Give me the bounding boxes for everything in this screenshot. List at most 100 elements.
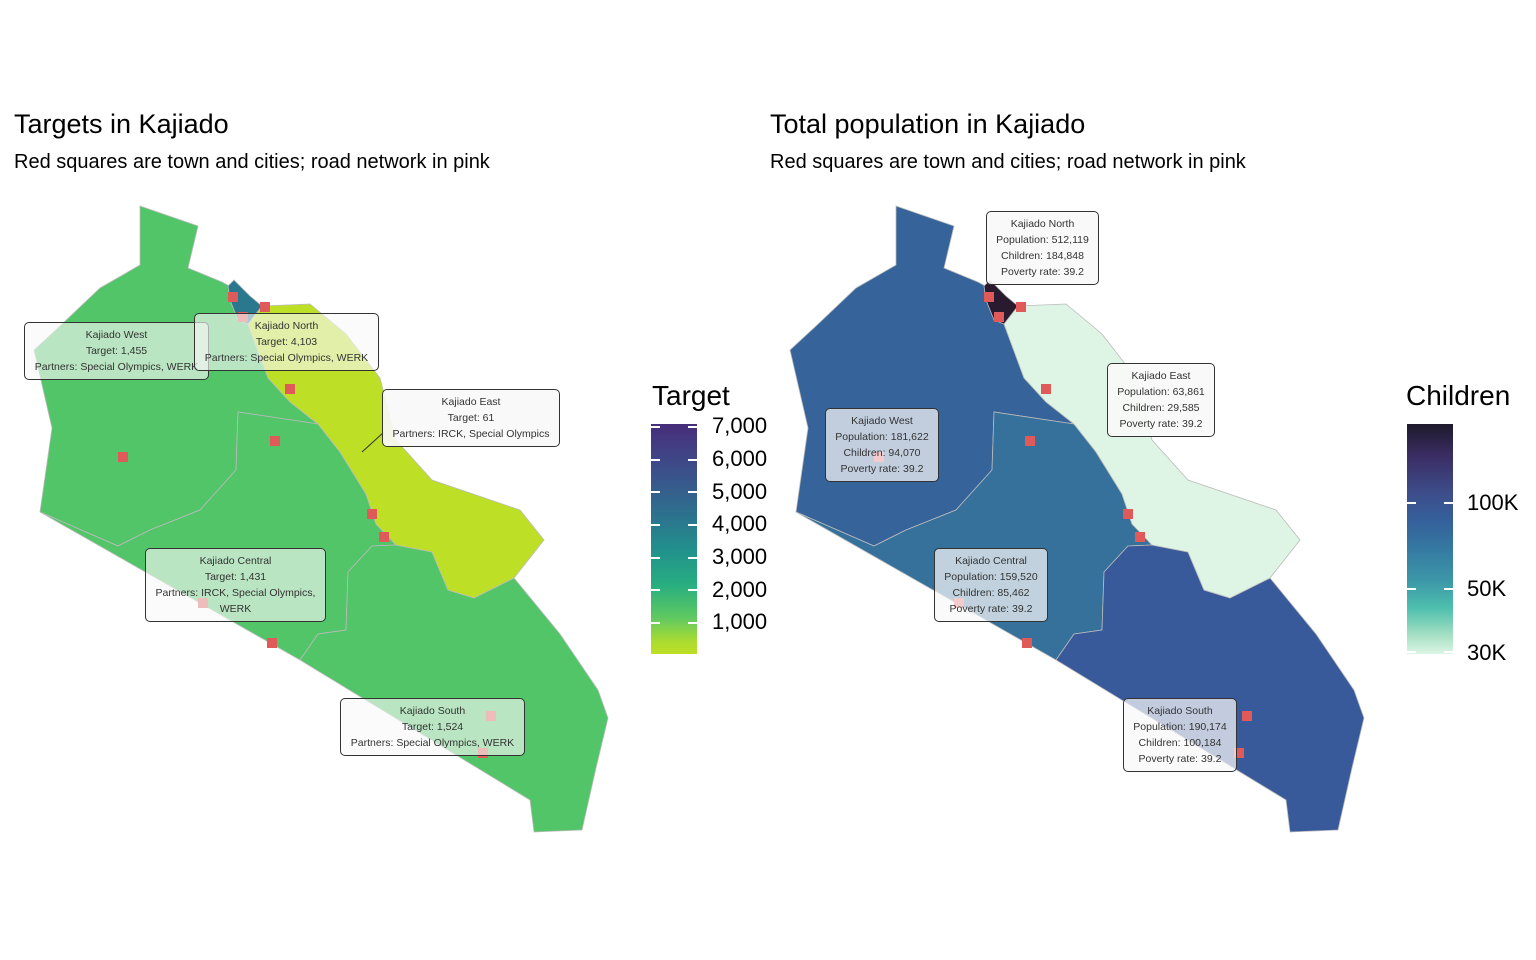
legend-label: 3,000 [712,544,768,569]
map-subtitle: Red squares are town and cities; road ne… [14,151,490,173]
poverty-value: Poverty rate: 39.2 [840,463,924,475]
legend-title: Children [1406,380,1511,411]
map-title: Total population in Kajiado [770,109,1086,139]
poverty-value: Poverty rate: 39.2 [949,603,1033,615]
population-value: Population: 63,861 [1117,386,1205,398]
town-marker[interactable] [1041,384,1051,394]
partners-value: Partners: Special Olympics, WERK [350,737,515,749]
legend-label: 50K [1467,576,1507,601]
poverty-value: Poverty rate: 39.2 [1001,266,1084,278]
region-name: Kajiado North [254,320,319,332]
legend-colorbar [651,424,697,654]
legend-tick [1407,502,1416,504]
town-marker[interactable] [228,292,238,302]
legend-tick [1444,651,1453,653]
legend-tick [651,622,660,624]
partners-value: Partners: Special Olympics, WERK [34,361,199,373]
population-map-panel: Total population in Kajiado Red squares … [768,0,1536,960]
legend-colorbar [1407,424,1453,654]
region-name: Kajiado South [399,705,466,717]
legend-tick [651,557,660,559]
target-value: Target: 4,103 [255,336,318,348]
town-marker[interactable] [1242,711,1252,721]
legend-label: 1,000 [712,609,768,634]
region-name: Kajiado South [1147,705,1213,717]
target-value: Target: 1,431 [204,571,267,583]
legend-tick [651,589,660,591]
legend-tick [651,426,660,428]
region-label-kajiado-west: Kajiado West Target: 1,455 Partners: Spe… [24,322,209,380]
legend-tick [688,524,697,526]
town-marker[interactable] [1234,748,1244,758]
region-name: Kajiado East [441,396,501,408]
poverty-value: Poverty rate: 39.2 [1119,418,1203,430]
region-name: Kajiado Central [955,555,1027,567]
town-marker[interactable] [1135,532,1145,542]
children-value: Children: 94,070 [843,447,921,459]
region-name: Kajiado West [85,329,148,341]
legend-tick [688,459,697,461]
legend-label: 30K [1467,640,1507,665]
region-label-kajiado-central: Kajiado Central Target: 1,431 Partners: … [145,548,326,622]
legend-tick [1407,651,1416,653]
targets-map-panel: Targets in Kajiado Red squares are town … [14,109,768,833]
population-value: Population: 512,119 [996,234,1089,246]
partners-value: Partners: IRCK, Special Olympics, WERK [155,587,316,615]
children-value: Children: 29,585 [1122,402,1200,414]
legend-label: 5,000 [712,479,768,504]
town-marker[interactable] [984,292,994,302]
region-label-kajiado-west: Kajiado West Population: 181,622 Childre… [825,408,939,482]
legend-tick [1444,588,1453,590]
town-marker[interactable] [994,312,1004,322]
legend-label: 4,000 [712,511,768,536]
town-marker[interactable] [260,302,270,312]
legend-tick [651,459,660,461]
children-value: Children: 100,184 [1138,737,1222,749]
legend-tick [688,426,697,428]
town-marker[interactable] [267,638,277,648]
poverty-value: Poverty rate: 39.2 [1138,753,1222,765]
town-markers [874,292,1252,758]
town-marker[interactable] [379,532,389,542]
map-title: Targets in Kajiado [14,109,229,139]
region-name: Kajiado North [1010,218,1075,230]
legend-label: 6,000 [712,446,768,471]
target-value: Target: 61 [447,412,495,424]
town-marker[interactable] [1025,436,1035,446]
kajiado-targets-map [33,205,609,833]
partners-value: Partners: IRCK, Special Olympics [392,428,550,440]
region-label-kajiado-south: Kajiado South Target: 1,524 Partners: Sp… [340,698,525,756]
region-name: Kajiado East [1131,370,1191,382]
town-marker[interactable] [1123,509,1133,519]
region-label-kajiado-north: Kajiado North Population: 512,119 Childr… [986,211,1099,285]
map-subtitle: Red squares are town and cities; road ne… [770,151,1246,173]
legend-label: 2,000 [712,577,768,602]
population-value: Population: 159,520 [944,571,1038,583]
legend-label: 7,000 [712,413,768,438]
label-leader-line [361,431,385,453]
partners-value: Partners: Special Olympics, WERK [204,352,369,364]
town-marker[interactable] [118,452,128,462]
region-label-kajiado-east: Kajiado East Population: 63,861 Children… [1107,363,1215,437]
legend-tick [651,524,660,526]
target-value: Target: 1,524 [401,721,464,733]
town-marker[interactable] [1022,638,1032,648]
region-label-kajiado-east: Kajiado East Target: 61 Partners: IRCK, … [382,389,560,447]
population-value: Population: 190,174 [1133,721,1227,733]
region-label-kajiado-south: Kajiado South Population: 190,174 Childr… [1123,698,1237,772]
children-value: Children: 184,848 [1001,250,1084,262]
town-marker[interactable] [367,509,377,519]
legend-tick [651,491,660,493]
town-marker[interactable] [285,384,295,394]
legend-title: Target [652,380,730,411]
town-marker[interactable] [270,436,280,446]
region-label-kajiado-central: Kajiado Central Population: 159,520 Chil… [934,548,1048,622]
children-value: Children: 85,462 [952,587,1030,599]
region-label-kajiado-north: Kajiado North Target: 4,103 Partners: Sp… [194,313,379,371]
legend-tick [688,589,697,591]
town-marker[interactable] [1016,302,1026,312]
region-name: Kajiado Central [199,555,272,567]
region-name: Kajiado West [851,415,913,427]
target-value: Target: 1,455 [85,345,148,357]
legend-label: 100K [1467,490,1519,515]
